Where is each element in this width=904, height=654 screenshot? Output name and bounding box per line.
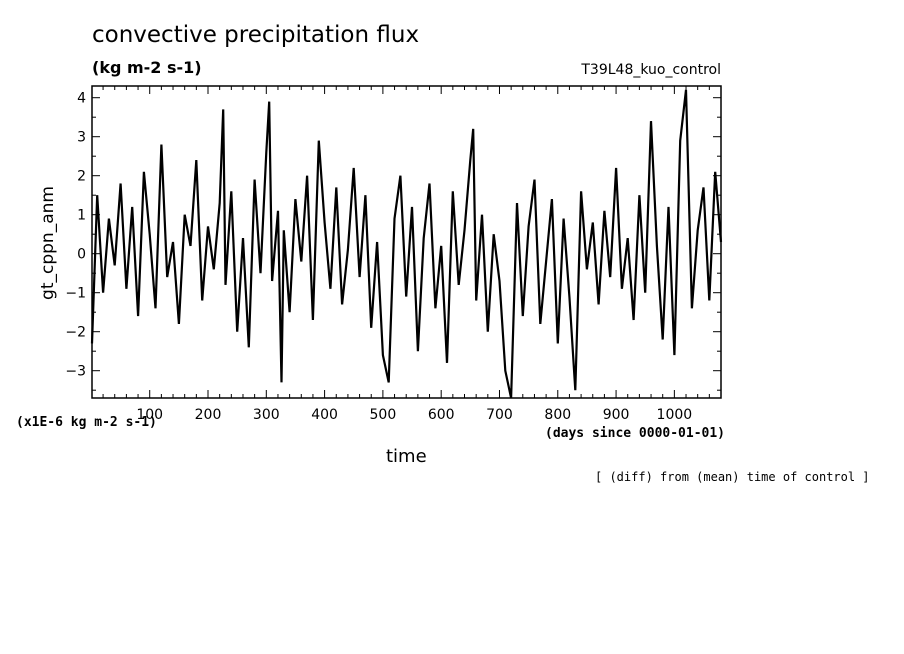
y-tick-label: 4 (77, 91, 86, 107)
series-line (90, 89, 723, 399)
y-tick-label: −2 (65, 325, 86, 341)
x-tick-label: 600 (428, 407, 455, 423)
run-name: T39L48_kuo_control (581, 62, 721, 78)
x-tick-label: 700 (486, 407, 513, 423)
x-tick-label: 400 (311, 407, 338, 423)
x-tick-label: 500 (370, 407, 397, 423)
series-group (90, 89, 723, 399)
y-tick-label: 2 (77, 169, 86, 185)
x-tick-label: 300 (253, 407, 280, 423)
footnote: [ (diff) from (mean) time of control ] (595, 470, 870, 484)
x-axis: 100 200 300 400 500 600 700 800 900 1000 (102, 86, 710, 423)
x-tick-label: 100 (136, 407, 163, 423)
y-tick-label: 0 (77, 247, 86, 263)
chart-units: (kg m-2 s-1) (92, 58, 202, 77)
y-axis-label: gt_cppn_anm (38, 186, 58, 300)
x-tick-label: 800 (544, 407, 571, 423)
chart-title: convective precipitation flux (92, 22, 420, 48)
y-scale-note: (x1E-6 kg m-2 s-1) (16, 415, 157, 430)
x-tick-label: 900 (603, 407, 630, 423)
x-units-note: (days since 0000-01-01) (545, 426, 726, 441)
y-tick-label: −1 (65, 286, 86, 302)
x-tick-label: 200 (195, 407, 222, 423)
y-tick-label: 3 (77, 130, 86, 146)
y-axis: −3 −2 −1 0 1 2 3 4 (65, 91, 721, 391)
y-tick-label: −3 (65, 364, 86, 380)
x-tick-label: 1000 (657, 407, 693, 423)
y-tick-label: 1 (77, 208, 86, 224)
x-axis-label: time (386, 446, 427, 467)
